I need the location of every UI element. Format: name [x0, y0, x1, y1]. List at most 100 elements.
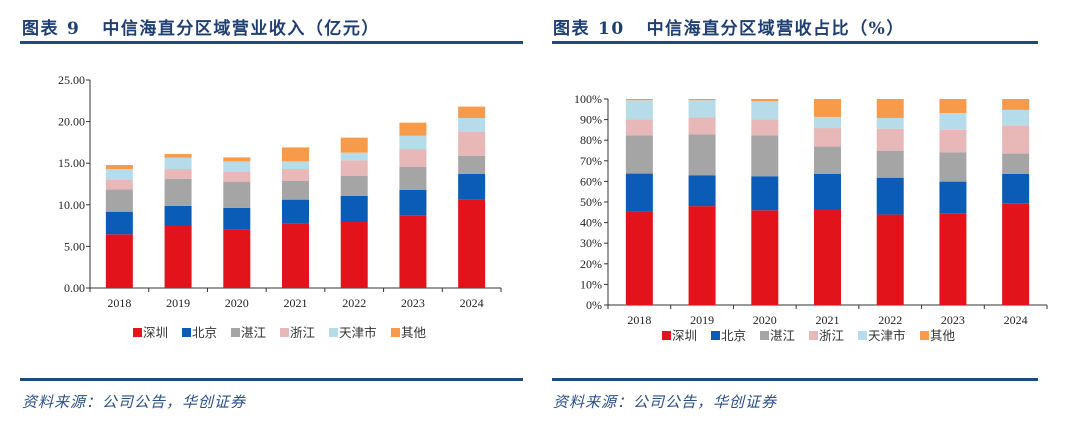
bar-segment-2021-湛江 [282, 181, 309, 200]
y-tick-label: 15.00 [58, 156, 85, 170]
bar-segment-2024-深圳 [458, 199, 486, 288]
bar-segment-2021-其他 [282, 147, 309, 162]
figure-10-source: 资料来源：公司公告，华创证券 [553, 393, 778, 411]
y-tick-label: 0.00 [64, 281, 85, 295]
bar-segment-2022-深圳 [340, 222, 368, 288]
y-tick-label: 100% [574, 92, 602, 106]
y-tick-label: 20.00 [58, 115, 85, 129]
x-tick-label: 2021 [816, 313, 840, 327]
bar-segment-2024-天津市 [1002, 109, 1030, 126]
bar-segment-2018-浙江 [625, 119, 653, 136]
bar-segment-2022-天津市 [340, 152, 368, 161]
figure-9-title: 图表 9 中信海直分区域营业收入（亿元） [22, 14, 380, 39]
x-tick-label: 2022 [878, 313, 902, 327]
y-tick-label: 80% [580, 133, 602, 147]
bar-segment-2019-湛江 [164, 178, 192, 206]
bar-segment-2021-浙江 [282, 169, 309, 182]
bar-segment-2019-其他 [164, 154, 192, 158]
figure-10-bottom-rule [552, 378, 1038, 381]
legend-swatch-天津市 [329, 328, 338, 337]
bar-segment-2019-北京 [688, 175, 716, 207]
bar-segment-2020-浙江 [751, 119, 779, 136]
legend-label: 天津市 [868, 328, 906, 343]
legend-swatch-深圳 [133, 328, 142, 337]
bar-segment-2018-天津市 [625, 100, 653, 120]
bar-segment-2021-天津市 [814, 116, 841, 129]
bar-segment-2022-北京 [876, 177, 904, 215]
bar-segment-2024-深圳 [1002, 203, 1030, 305]
bar-segment-2024-湛江 [458, 155, 486, 175]
figure-9-label: 图表 [22, 19, 59, 39]
x-tick-label: 2024 [460, 296, 484, 310]
bar-segment-2019-浙江 [688, 117, 716, 135]
x-tick-label: 2021 [284, 296, 308, 310]
bar-segment-2021-天津市 [282, 161, 309, 170]
bar-segment-2023-其他 [399, 122, 427, 136]
legend-label: 湛江 [770, 328, 795, 343]
x-tick-label: 2023 [401, 296, 425, 310]
bar-segment-2020-其他 [223, 157, 251, 162]
bar-segment-2024-其他 [1002, 99, 1030, 110]
bar-segment-2018-北京 [625, 173, 653, 212]
legend-swatch-北京 [711, 331, 720, 340]
bar-segment-2019-湛江 [688, 134, 716, 176]
bar-segment-2020-湛江 [223, 181, 251, 208]
bar-segment-2022-湛江 [340, 176, 368, 196]
x-tick-label: 2020 [225, 296, 249, 310]
x-tick-label: 2018 [107, 296, 131, 310]
legend-swatch-北京 [182, 328, 191, 337]
x-tick-label: 2018 [627, 313, 651, 327]
y-tick-label: 10.00 [58, 198, 85, 212]
bar-segment-2023-湛江 [939, 152, 967, 182]
bar-segment-2022-浙江 [876, 128, 904, 151]
y-tick-label: 50% [580, 195, 602, 209]
bar-segment-2022-浙江 [340, 160, 368, 177]
figure-10-panel: 图表 10 中信海直分区域营收占比（%） 0% 10% 20% 30% 40% 50% 60% 7… [540, 0, 1080, 427]
bar-segment-2019-天津市 [164, 157, 192, 170]
bar-segment-2020-天津市 [223, 161, 251, 173]
bar-segment-2023-深圳 [399, 215, 427, 288]
figure-9-panel: 图表 9 中信海直分区域营业收入（亿元） 0.00 5.00 10.00 15.00 20.… [20, 14, 523, 411]
bar-segment-2023-其他 [939, 99, 967, 114]
bar-segment-2021-湛江 [814, 146, 841, 174]
figure-9-bottom-rule [20, 378, 523, 381]
y-tick-label: 30% [580, 236, 602, 250]
legend-label: 北京 [721, 328, 746, 343]
legend-swatch-湛江 [231, 328, 240, 337]
legend-label: 深圳 [672, 328, 697, 343]
y-tick-label: 70% [580, 154, 602, 168]
x-tick-label: 2022 [342, 296, 366, 310]
bar-segment-2021-北京 [282, 199, 309, 224]
bar-segment-2019-其他 [688, 99, 716, 101]
bar-segment-2018-北京 [105, 211, 133, 235]
figure-10-chart: 0% 10% 20% 30% 40% 50% 60% 70% 80% 90% 100% 2018 201… [574, 92, 1048, 343]
figure-10-title-text: 中信海直分区域营收占比（%） [646, 19, 905, 39]
legend-label: 浙江 [819, 328, 844, 343]
legend-label: 湛江 [241, 325, 266, 340]
bar-segment-2024-湛江 [1002, 153, 1030, 174]
bar-segment-2021-其他 [814, 99, 841, 117]
bar-segment-2019-深圳 [688, 206, 716, 305]
x-tick-label: 2024 [1004, 313, 1028, 327]
bar-segment-2022-北京 [340, 195, 368, 223]
y-tick-label: 40% [580, 216, 602, 230]
bar-segment-2020-其他 [751, 99, 779, 102]
bar-segment-2024-浙江 [458, 132, 486, 156]
bar-segment-2018-天津市 [105, 169, 133, 181]
bar-segment-2020-天津市 [751, 101, 779, 120]
y-tick-label: 60% [580, 174, 602, 188]
x-tick-label: 2019 [690, 313, 714, 327]
y-tick-label: 5.00 [64, 239, 85, 253]
figure-9-chart: 0.00 5.00 10.00 15.00 20.00 25.00 2018 2019 2020… [58, 73, 502, 340]
figure-9-top-rule [20, 41, 523, 44]
bar-segment-2024-北京 [458, 174, 486, 200]
y-tick-label: 10% [580, 277, 602, 291]
legend-label: 其他 [401, 325, 427, 340]
x-tick-label: 2020 [753, 313, 777, 327]
bar-segment-2023-北京 [399, 189, 427, 216]
bar-segment-2022-天津市 [876, 117, 904, 129]
y-tick-label: 20% [580, 257, 602, 271]
legend-swatch-其他 [920, 331, 929, 340]
x-tick-label: 2019 [166, 296, 190, 310]
bar-segment-2023-浙江 [399, 149, 427, 167]
